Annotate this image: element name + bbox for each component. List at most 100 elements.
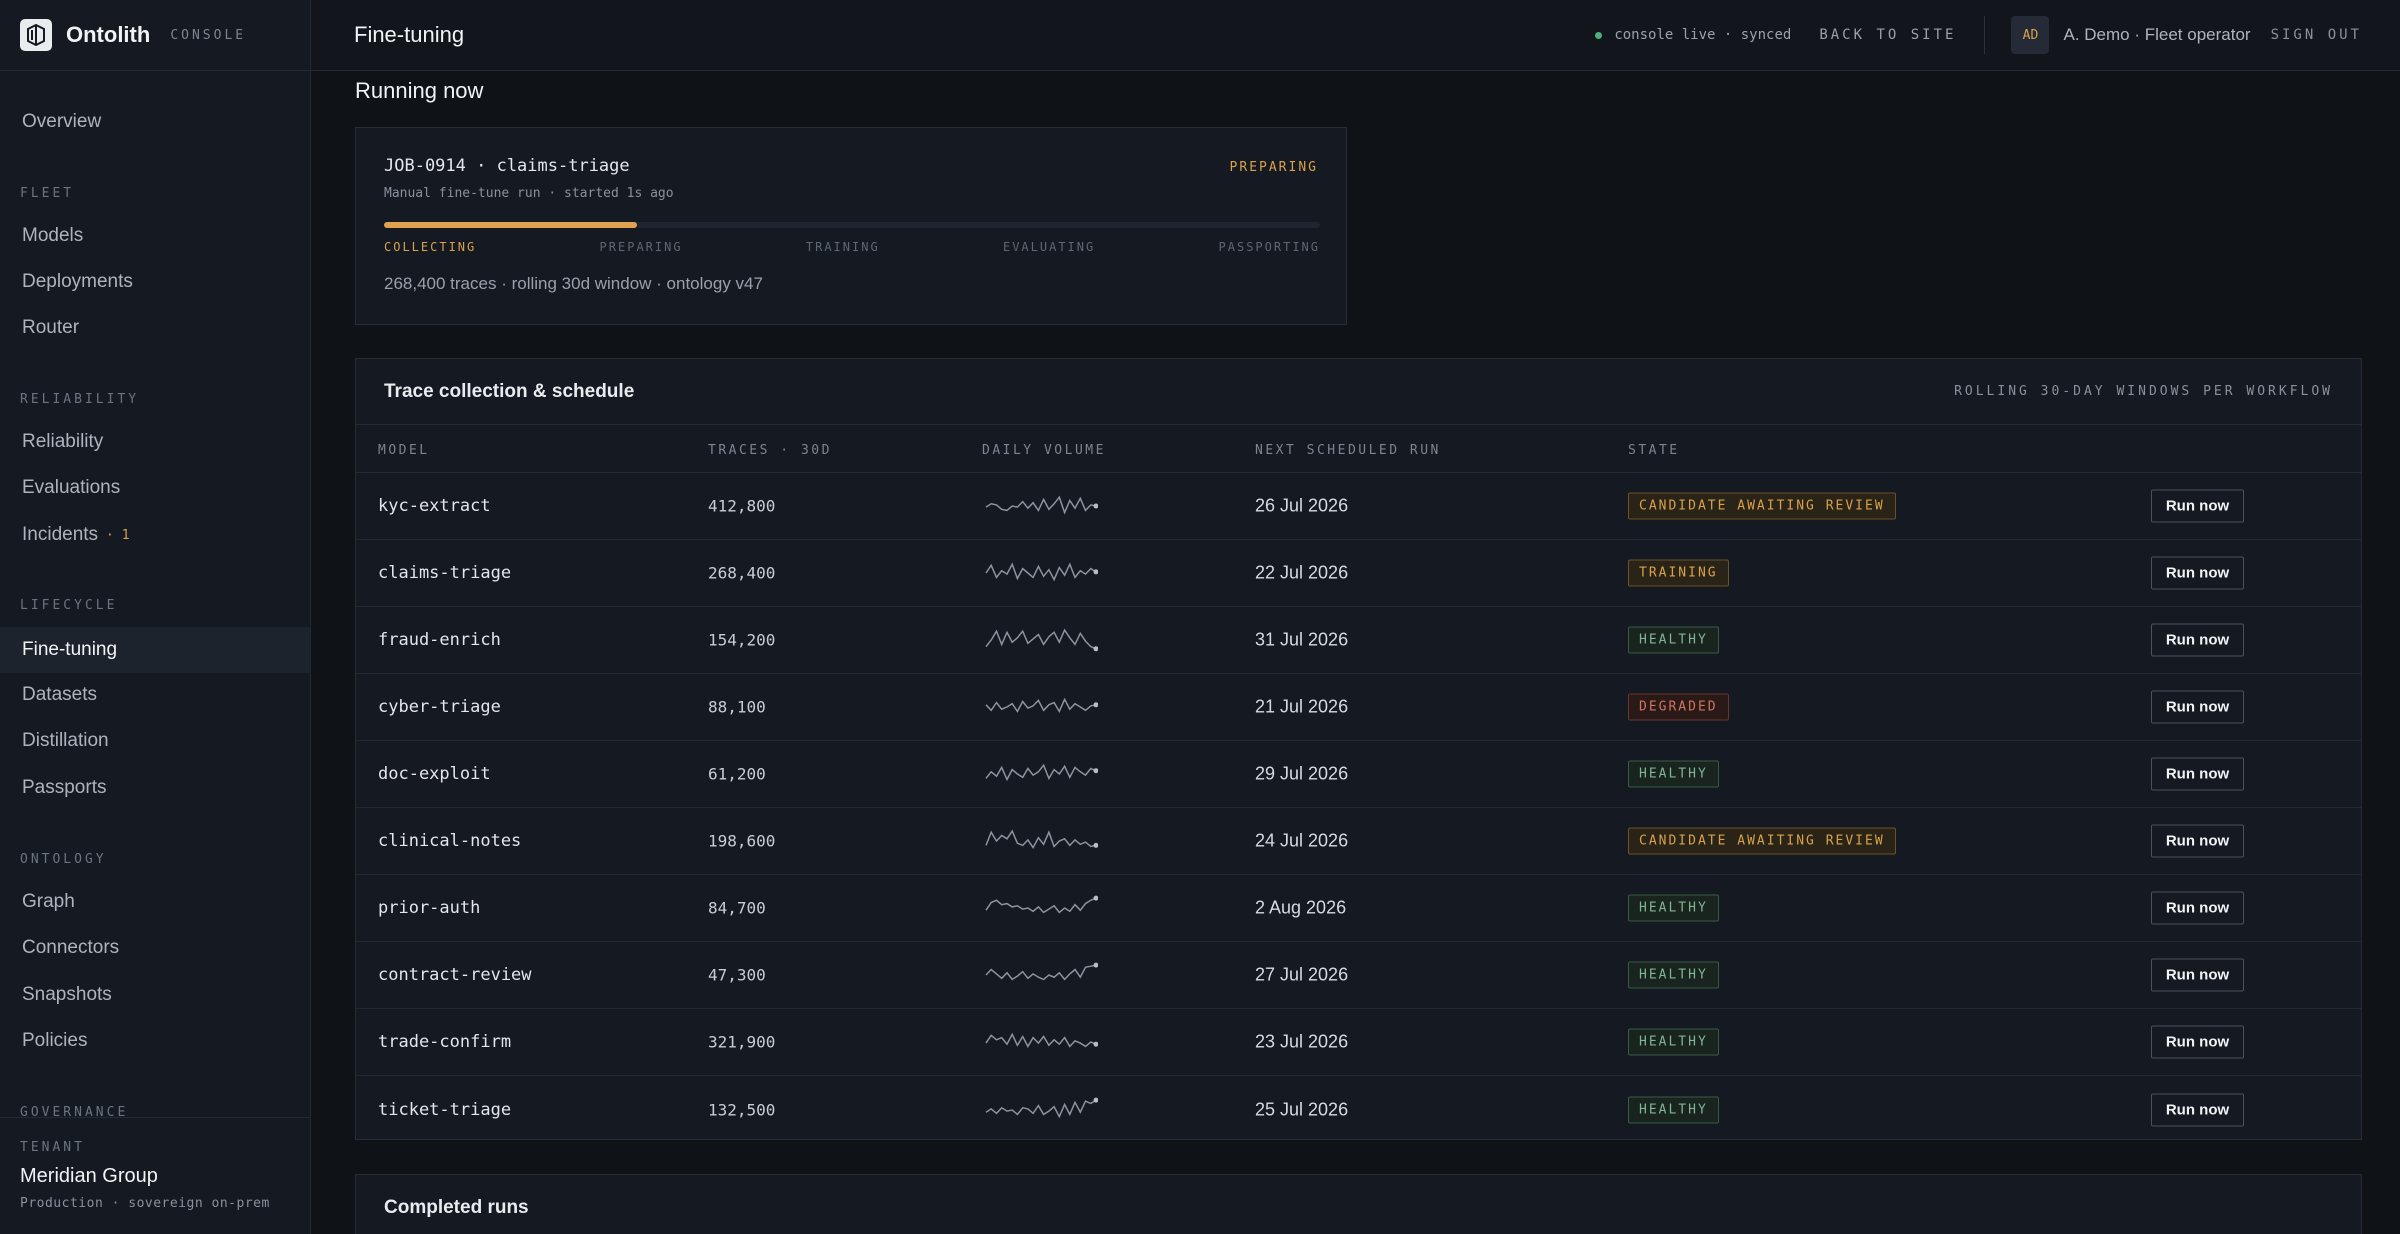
trace-card-title: Trace collection & schedule <box>384 380 635 402</box>
sidebar-item-overview[interactable]: Overview <box>22 111 102 132</box>
back-to-site-link[interactable]: BACK TO SITE <box>1819 27 1957 43</box>
run-now-button[interactable]: Run now <box>2151 824 2244 858</box>
sparkline-endpoint <box>1093 503 1098 509</box>
sidebar-item-graph[interactable]: Graph <box>22 891 75 912</box>
trace-count: 47,300 <box>708 965 766 985</box>
trace-schedule-card: Trace collection & schedule ROLLING 30-D… <box>355 358 2362 1140</box>
model-name: doc-exploit <box>378 764 491 784</box>
sparkline-path <box>985 1032 1097 1048</box>
trace-count: 154,200 <box>708 630 776 650</box>
run-now-button[interactable]: Run now <box>2151 623 2244 657</box>
job-state-badge: PREPARING <box>1229 160 1318 175</box>
sidebar-item-incidents[interactable]: Incidents · 1 <box>0 513 310 557</box>
daily-volume-sparkline <box>985 1032 1098 1048</box>
status-badge: HEALTHY <box>1628 626 1719 654</box>
table-body: kyc-extract 412,800 26 Jul 2026 CANDIDATE A… <box>356 473 2361 1143</box>
job-meta: 268,400 traces · rolling 30d window · on… <box>384 274 763 293</box>
daily-volume-sparkline <box>985 562 1098 582</box>
sidebar-item-label: Incidents <box>22 524 99 545</box>
tenant-name: Meridian Group <box>20 1165 158 1187</box>
live-status: console live · synced <box>1614 27 1792 43</box>
trace-count: 132,500 <box>708 1100 776 1119</box>
completed-runs-card: Completed runs <box>355 1174 2362 1234</box>
table-row: kyc-extract 412,800 26 Jul 2026 CANDIDATE A… <box>356 473 2361 540</box>
run-now-button[interactable]: Run now <box>2151 690 2244 724</box>
daily-volume-sparkline <box>985 495 1098 515</box>
column-header-state: STATE <box>1628 443 1680 458</box>
run-now-button[interactable]: Run now <box>2151 1093 2244 1126</box>
next-scheduled-run: 24 Jul 2026 <box>1255 830 1349 851</box>
sidebar-item-policies[interactable]: Policies <box>22 1030 88 1051</box>
sparkline-endpoint <box>1093 768 1098 774</box>
job-stage: EVALUATING <box>1002 240 1096 254</box>
sidebar-item-router[interactable]: Router <box>22 317 80 338</box>
job-progress-bar <box>384 222 1320 228</box>
sidebar-item-distillation[interactable]: Distillation <box>22 730 109 751</box>
next-scheduled-run: 27 Jul 2026 <box>1255 964 1349 985</box>
model-name: contract-review <box>378 965 532 985</box>
sidebar-item-models[interactable]: Models <box>22 225 84 246</box>
run-now-button[interactable]: Run now <box>2151 489 2244 523</box>
daily-volume-sparkline <box>985 895 1098 914</box>
status-badge: HEALTHY <box>1628 760 1719 788</box>
sidebar-item-evaluations[interactable]: Evaluations <box>22 477 121 498</box>
model-name: cyber-triage <box>378 697 501 717</box>
trace-count: 84,700 <box>708 898 766 918</box>
brand-sub: CONSOLE <box>170 27 247 43</box>
run-now-button[interactable]: Run now <box>2151 757 2244 791</box>
brand-name: Ontolith <box>66 22 151 47</box>
run-now-button[interactable]: Run now <box>2151 556 2244 590</box>
sidebar-item-passports[interactable]: Passports <box>22 777 107 798</box>
run-now-button[interactable]: Run now <box>2151 891 2244 925</box>
run-now-button[interactable]: Run now <box>2151 1025 2244 1059</box>
sign-out-button[interactable]: SIGN OUT <box>2270 27 2362 43</box>
page-title: Fine-tuning <box>354 22 465 47</box>
completed-runs-title: Completed runs <box>384 1197 529 1218</box>
divider <box>1984 16 1986 54</box>
table-row: prior-auth 84,700 2 Aug 2026 HEALTHY Run now <box>356 875 2361 942</box>
table-row: doc-exploit 61,200 29 Jul 2026 HEALTHY Run n… <box>356 741 2361 808</box>
sparkline-endpoint <box>1093 569 1098 575</box>
daily-volume-sparkline <box>985 697 1098 714</box>
table-row: claims-triage 268,400 22 Jul 2026 TRAINING R… <box>356 540 2361 607</box>
sparkline-endpoint <box>1093 842 1098 848</box>
sparkline-path <box>985 495 1097 515</box>
topbar: Fine-tuning console live · synced BACK T… <box>311 0 2400 71</box>
trace-count: 88,100 <box>708 697 766 717</box>
sidebar-item-finetuning[interactable]: Fine-tuning <box>0 627 310 673</box>
job-subtitle: Manual fine-tune run · started 1s ago <box>384 186 674 201</box>
trace-count: 198,600 <box>708 831 776 851</box>
sparkline-endpoint <box>1093 1041 1098 1047</box>
job-progress-fill <box>384 222 637 228</box>
table-row: contract-review 47,300 27 Jul 2026 HEALTHY R… <box>356 942 2361 1009</box>
sidebar-item-deployments[interactable]: Deployments <box>22 271 133 292</box>
sidebar-item-snapshots[interactable]: Snapshots <box>22 984 112 1005</box>
trace-card-note: ROLLING 30-DAY WINDOWS PER WORKFLOW <box>1954 384 2333 399</box>
sparkline-endpoint <box>1093 702 1098 708</box>
next-scheduled-run: 29 Jul 2026 <box>1255 763 1349 784</box>
sparkline-path <box>985 1098 1097 1118</box>
sidebar-item-connectors[interactable]: Connectors <box>22 937 120 958</box>
status-badge: HEALTHY <box>1628 1028 1719 1056</box>
next-scheduled-run: 2 Aug 2026 <box>1255 897 1347 918</box>
column-header-next-run: NEXT SCHEDULED RUN <box>1255 443 1441 458</box>
table-row: clinical-notes 198,600 24 Jul 2026 CANDIDAT… <box>356 808 2361 875</box>
model-name: prior-auth <box>378 898 481 918</box>
incidents-count-badge: · 1 <box>106 527 130 543</box>
trace-card-header: Trace collection & schedule ROLLING 30-D… <box>356 359 2361 425</box>
tenant-switcher[interactable]: TENANT Meridian Group Production · sover… <box>0 1117 310 1234</box>
nav-section-fleet: FLEET <box>20 186 75 201</box>
run-now-button[interactable]: Run now <box>2151 958 2244 992</box>
status-badge: CANDIDATE AWAITING REVIEW <box>1628 827 1896 855</box>
job-stage: PREPARING <box>599 240 683 254</box>
model-name: fraud-enrich <box>378 630 501 650</box>
running-job-card[interactable]: JOB-0914 · claims-triage PREPARING Manua… <box>355 127 1347 325</box>
logo-icon <box>20 19 52 51</box>
sidebar-item-reliability[interactable]: Reliability <box>22 431 104 452</box>
next-scheduled-run: 23 Jul 2026 <box>1255 1031 1349 1052</box>
tenant-label: TENANT <box>20 1140 85 1155</box>
sidebar-item-datasets[interactable]: Datasets <box>22 684 97 705</box>
avatar[interactable]: AD <box>2011 16 2050 54</box>
status-badge: CANDIDATE AWAITING REVIEW <box>1628 492 1896 520</box>
nav-section-ontology: ONTOLOGY <box>20 852 107 867</box>
